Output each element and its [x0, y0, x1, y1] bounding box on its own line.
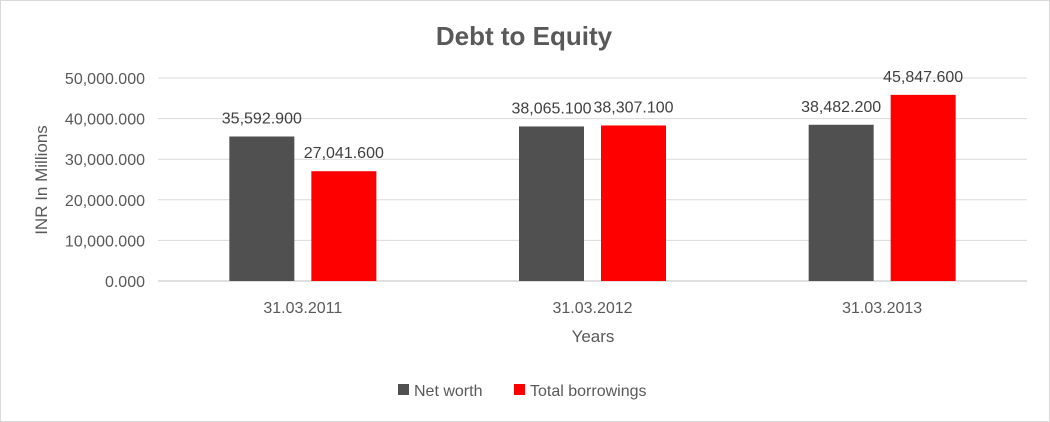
x-axis-ticks: 31.03.2011 31.03.2012 31.03.2013 — [263, 300, 922, 317]
legend-label: Net worth — [414, 383, 482, 400]
chart-title: Debt to Equity — [436, 21, 613, 51]
y-axis-ticks: 0.000 10,000.000 20,000.000 30,000.000 40,00… — [65, 71, 145, 291]
data-label: 27,041.600 — [304, 145, 384, 162]
y-tick-label: 30,000.000 — [65, 152, 145, 169]
bar-total-borrowings — [601, 125, 666, 281]
data-label: 38,065.100 — [511, 100, 591, 117]
x-tick-label: 31.03.2011 — [263, 300, 342, 317]
y-tick-label: 20,000.000 — [65, 193, 145, 210]
gridlines — [158, 77, 1027, 282]
legend-label: Total borrowings — [530, 383, 647, 400]
data-label: 38,482.200 — [801, 99, 881, 116]
y-tick-label: 40,000.000 — [65, 112, 145, 129]
y-tick-label: 10,000.000 — [65, 233, 145, 250]
bar-total-borrowings — [890, 94, 956, 282]
data-label: 45,847.600 — [883, 69, 963, 86]
legend-swatch — [514, 384, 525, 395]
y-axis-label: INR In Millions — [32, 125, 51, 235]
bar-total-borrowings — [311, 171, 377, 281]
y-tick-label: 50,000.000 — [65, 71, 145, 88]
y-tick-label: 0.000 — [105, 274, 145, 291]
x-tick-label: 31.03.2013 — [842, 300, 922, 317]
legend: Net worth Total borrowings — [398, 383, 647, 400]
x-axis-label: Years — [572, 327, 615, 346]
data-label: 38,307.100 — [593, 99, 673, 116]
x-tick-label: 31.03.2012 — [552, 300, 632, 317]
legend-swatch — [398, 384, 409, 395]
bar-net-worth — [229, 136, 295, 281]
bar-net-worth — [808, 124, 874, 281]
data-label: 35,592.900 — [222, 110, 302, 127]
bars — [229, 94, 956, 282]
bar-net-worth — [519, 126, 584, 282]
data-labels: 35,592.900 27,041.600 38,065.100 38,307.100… — [222, 69, 964, 162]
